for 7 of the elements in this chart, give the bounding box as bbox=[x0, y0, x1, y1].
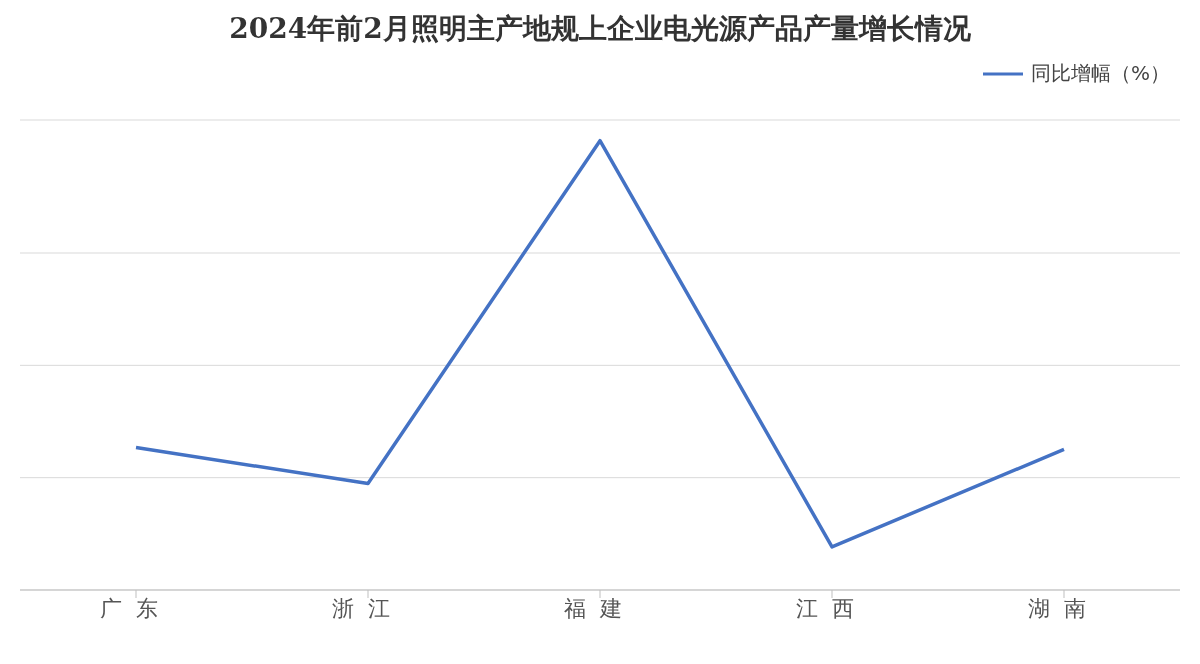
chart-title: 2024年前2月照明主产地规上企业电光源产品产量增长情况 bbox=[228, 11, 972, 47]
x-tick-label: 广东 bbox=[100, 595, 172, 621]
x-tick-label: 福建 bbox=[564, 595, 636, 621]
x-tick-label: 浙江 bbox=[332, 595, 404, 621]
legend-label: 同比增幅（%） bbox=[1030, 60, 1170, 87]
x-tick-label: 湖南 bbox=[1028, 595, 1100, 621]
x-tick-label: 江西 bbox=[796, 595, 868, 621]
